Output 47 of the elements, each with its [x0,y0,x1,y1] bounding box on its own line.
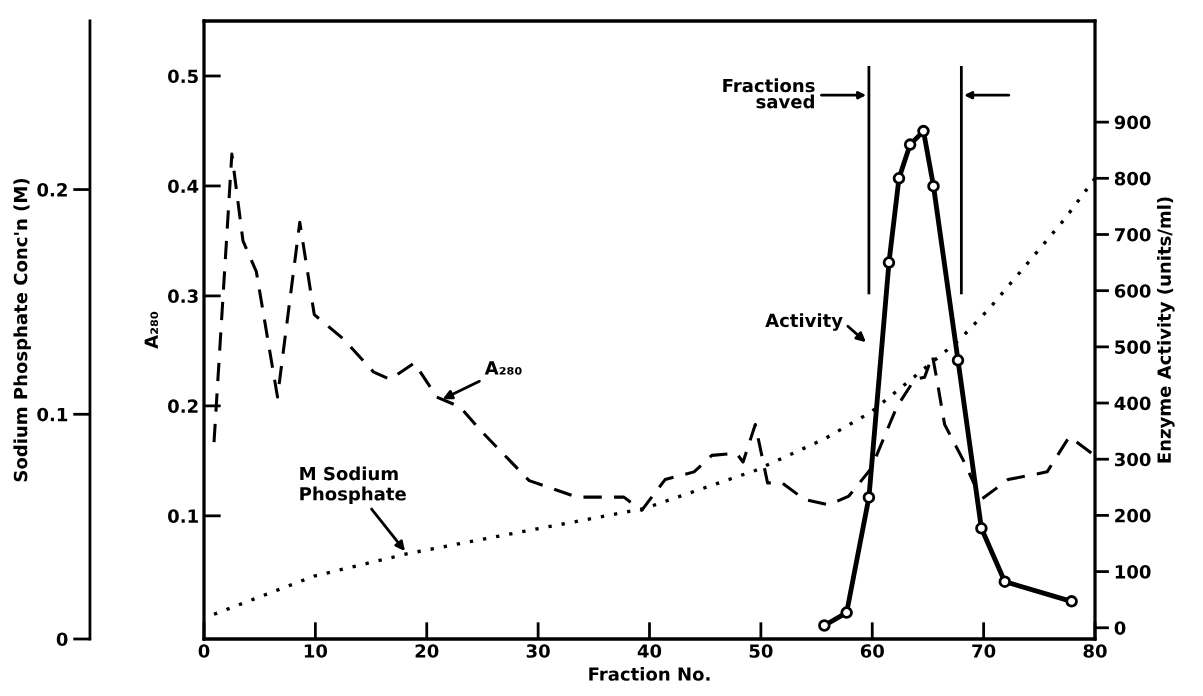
point [917,124,930,138]
y3-tick-label: 0 [56,632,68,647]
x-tick-label: 0 [198,644,210,658]
y2-tick-label: 700 [1114,227,1151,242]
y2-axis-title: Enzyme Activity (units/ml) [1156,197,1175,463]
y-axis-title: A₂₈₀ [144,311,159,349]
point [1065,595,1078,608]
point [818,619,831,632]
y2-tick-label: 300 [1114,452,1151,467]
y2-tick-label: 0 [1114,621,1126,635]
y-tick-label: 0.5 [168,69,198,84]
y3-tick-label: 0.2 [37,183,67,197]
x-tick-label: 70 [972,644,996,658]
y3-axis-title: Sodium Phosphate Conc'n (M) [13,178,31,482]
y2-tick-label: 200 [1115,508,1151,523]
y3-tick-label: 0.1 [37,407,68,422]
ref-line-label: Fractions saved [723,78,815,109]
x-tick-label: 20 [415,644,439,658]
x-tick-label: 80 [1083,644,1107,658]
y2-tick-label: 100 [1115,565,1151,579]
y2-tick-label: 400 [1114,396,1151,411]
x-tick-label: 30 [526,644,550,658]
point [862,491,876,504]
point [882,256,896,269]
y2-tick-label: 800 [1114,171,1151,186]
annotation: Activity [765,313,843,331]
y-tick-label: 0.2 [168,399,198,413]
x-axis-title: Fraction No. [589,666,710,681]
y2-tick-label: 600 [1114,284,1151,298]
y-tick-label: 0.4 [168,179,199,194]
annotation: A₂₈₀ [484,361,522,375]
point [951,354,965,367]
point [927,179,940,193]
annotation: M Sodium Phosphate [300,466,406,505]
y-tick-label: 0.1 [168,509,198,523]
point [998,575,1012,588]
point [903,138,917,151]
point [975,522,988,535]
point [892,172,906,185]
x-tick-label: 10 [304,644,328,658]
x-tick-label: 40 [637,644,662,658]
point [840,606,853,619]
y2-tick-label: 900 [1114,115,1151,130]
y2-tick-label: 500 [1115,340,1151,354]
y-tick-label: 0.3 [168,289,198,304]
x-tick-label: 50 [749,644,773,658]
x-tick-label: 60 [860,644,884,658]
